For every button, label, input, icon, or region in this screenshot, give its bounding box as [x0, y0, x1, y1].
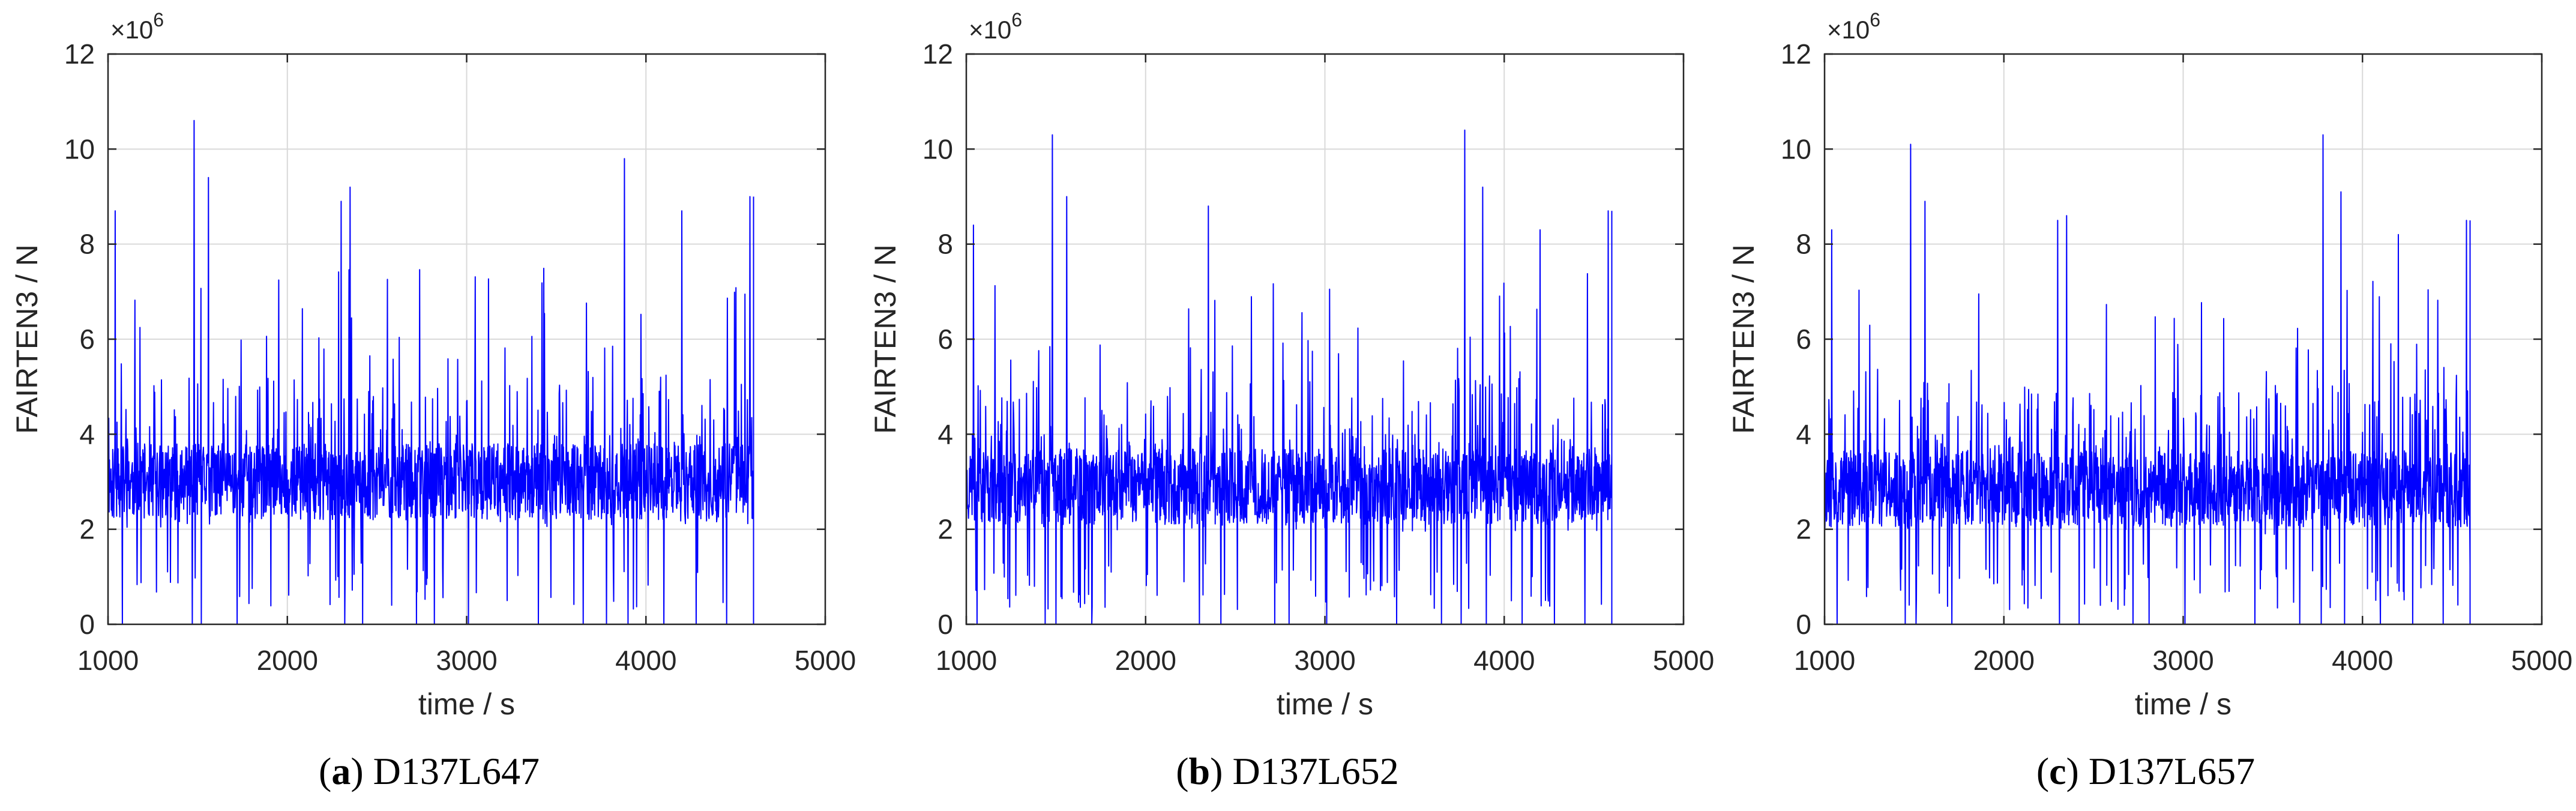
caption-letter: a — [331, 750, 351, 792]
y-tick-label: 12 — [64, 38, 95, 70]
y-tick-label: 0 — [937, 609, 953, 640]
x-tick-label: 5000 — [1653, 645, 1714, 676]
caption-letter: c — [2049, 750, 2066, 792]
x-axis-label: time / s — [418, 687, 515, 721]
caption-text: D137L657 — [2088, 750, 2256, 792]
x-axis-label: time / s — [1277, 687, 1373, 721]
y-tick-label: 12 — [922, 38, 953, 70]
y-tick-label: 2 — [79, 514, 95, 545]
x-tick-label: 5000 — [2511, 645, 2572, 676]
y-tick-label: 6 — [937, 324, 953, 355]
y-multiplier-exp: 6 — [153, 9, 164, 31]
y-multiplier-exp: 6 — [1011, 9, 1022, 31]
y-axis-label: FAIRTEN3 / N — [10, 244, 44, 434]
y-tick-label: 10 — [64, 133, 95, 164]
y-tick-label: 10 — [1781, 133, 1811, 164]
series-line — [1824, 134, 2471, 625]
x-tick-label: 1000 — [936, 645, 997, 676]
y-tick-label: 2 — [1796, 514, 1811, 545]
caption-letter: b — [1188, 750, 1211, 792]
x-tick-label: 2000 — [257, 645, 318, 676]
caption-a: (a) D137L647 — [319, 750, 540, 792]
y-tick-label: 8 — [1796, 229, 1811, 260]
x-axis-label: time / s — [2135, 687, 2231, 721]
x-tick-label: 1000 — [77, 645, 139, 676]
x-tick-label: 5000 — [795, 645, 856, 676]
caption-text: D137L652 — [1232, 750, 1399, 792]
y-tick-label: 4 — [1796, 418, 1811, 450]
y-multiplier: ×106 — [969, 9, 1022, 44]
chart-a: 1000 2000 3000 4000 5000 0 2 4 6 8 10 12 ×106 time / … — [10, 9, 856, 721]
y-tick-label: 8 — [79, 229, 95, 260]
y-tick-label: 4 — [937, 418, 953, 450]
y-tick-label: 6 — [1796, 324, 1811, 355]
chart-b: 1000 2000 3000 4000 5000 0 2 4 6 8 10 12 ×106 time / … — [868, 9, 1714, 721]
chart-panel-c: 1000 2000 3000 4000 5000 0 2 4 6 8 10 12 ×106 time / … — [1717, 0, 2575, 811]
x-tick-label: 4000 — [2332, 645, 2393, 676]
y-tick-label: 6 — [79, 324, 95, 355]
x-tick-label: 3000 — [436, 645, 497, 676]
y-tick-label: 0 — [1796, 609, 1811, 640]
y-multiplier: ×106 — [1827, 9, 1880, 44]
y-multiplier: ×106 — [110, 9, 164, 44]
y-axis-label: FAIRTEN3 / N — [1727, 244, 1760, 434]
y-tick-label: 4 — [79, 418, 95, 450]
y-tick-label: 0 — [79, 609, 95, 640]
chart-c: 1000 2000 3000 4000 5000 0 2 4 6 8 10 12 ×106 time / … — [1727, 9, 2572, 721]
caption-c: (c) D137L657 — [2036, 750, 2256, 792]
y-tick-label: 10 — [922, 133, 953, 164]
caption-b: (b) D137L652 — [1176, 750, 1399, 792]
x-tick-label: 4000 — [615, 645, 676, 676]
caption-text: D137L647 — [373, 750, 540, 792]
series-line — [107, 119, 754, 625]
y-axis-label: FAIRTEN3 / N — [868, 244, 902, 434]
y-tick-label: 8 — [937, 229, 953, 260]
y-multiplier-exp: 6 — [1870, 9, 1880, 31]
chart-panel-b: 1000 2000 3000 4000 5000 0 2 4 6 8 10 12 ×106 time / … — [858, 0, 1717, 811]
chart-panel-a: 1000 2000 3000 4000 5000 0 2 4 6 8 10 12 ×106 time / … — [0, 0, 858, 811]
x-tick-label: 3000 — [1294, 645, 1355, 676]
x-tick-label: 1000 — [1794, 645, 1855, 676]
x-tick-label: 2000 — [1115, 645, 1176, 676]
y-tick-label: 2 — [937, 514, 953, 545]
y-tick-label: 12 — [1781, 38, 1811, 70]
x-tick-label: 3000 — [2152, 645, 2213, 676]
x-tick-label: 4000 — [1473, 645, 1535, 676]
x-tick-label: 2000 — [1973, 645, 2035, 676]
